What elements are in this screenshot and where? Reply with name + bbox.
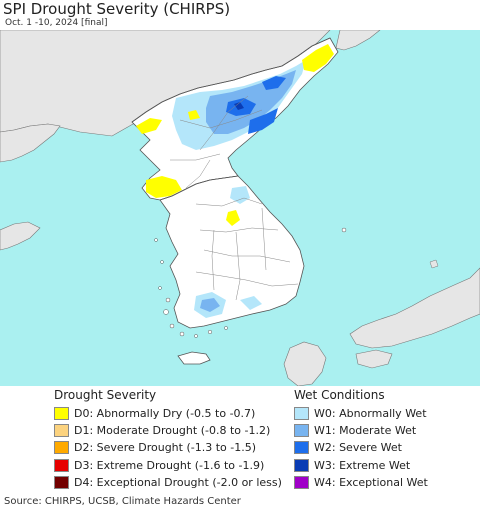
legend-label-d1: D1: Moderate Drought (-0.8 to -1.2) — [74, 424, 271, 438]
legend-label-w1: W1: Moderate Wet — [314, 424, 417, 438]
drought-map — [0, 30, 480, 386]
legend-item-w0: W0: Abnormally Wet — [294, 405, 428, 422]
legend-label-w0: W0: Abnormally Wet — [314, 407, 427, 421]
legend-item-w3: W3: Extreme Wet — [294, 457, 428, 474]
province-boundaries — [170, 95, 299, 301]
swatch-d4 — [54, 475, 69, 489]
legend-item-d4: D4: Exceptional Drought (-2.0 or less) — [54, 474, 282, 491]
legend-label-w3: W3: Extreme Wet — [314, 458, 411, 472]
swatch-d1 — [54, 424, 69, 438]
legend-item-w2: W2: Severe Wet — [294, 439, 428, 456]
japan-shikoku — [355, 349, 393, 369]
swatch-w3 — [294, 458, 309, 472]
date-range: Oct. 1 -10, 2024 [final] — [5, 18, 108, 28]
swatch-d0 — [54, 407, 69, 421]
japan-kyushu — [283, 341, 327, 386]
swatch-w1 — [294, 424, 309, 438]
drought-legend-title: Drought Severity — [54, 388, 157, 402]
liaodong-land — [0, 123, 61, 163]
legend-label-d2: D2: Severe Drought (-1.3 to -1.5) — [74, 441, 257, 455]
legend-label-d0: D0: Abnormally Dry (-0.5 to -0.7) — [74, 407, 256, 421]
legend-item-w4: W4: Exceptional Wet — [294, 474, 428, 491]
swatch-w4 — [294, 475, 309, 489]
wet-legend: Wet Conditions W0: Abnormally Wet W1: Mo… — [294, 388, 428, 491]
page-title: SPI Drought Severity (CHIRPS) — [3, 0, 231, 18]
source-credit: Source: CHIRPS, UCSB, Climate Hazards Ce… — [4, 496, 241, 507]
legend-label-w2: W2: Severe Wet — [314, 441, 402, 455]
legend-item-d1: D1: Moderate Drought (-0.8 to -1.2) — [54, 422, 282, 439]
legend-label-d3: D3: Extreme Drought (-1.6 to -1.9) — [74, 458, 265, 472]
legend-item-d3: D3: Extreme Drought (-1.6 to -1.9) — [54, 457, 282, 474]
japan-honshu — [349, 267, 480, 349]
wet-anomalies-south — [194, 186, 262, 318]
legend-label-d4: D4: Exceptional Drought (-2.0 or less) — [74, 475, 282, 489]
ulleung-island — [341, 227, 347, 233]
shandong-land — [0, 221, 41, 251]
legend-label-w4: W4: Exceptional Wet — [314, 475, 428, 489]
oki-island — [429, 259, 439, 269]
southwest-islands — [154, 238, 228, 338]
china-nk-border — [131, 37, 331, 123]
dry-anomalies — [136, 44, 334, 226]
drought-legend: Drought Severity D0: Abnormally Dry (-0.… — [54, 388, 282, 491]
swatch-w0 — [294, 407, 309, 421]
wet-legend-title: Wet Conditions — [294, 388, 385, 402]
jeju-island — [177, 351, 211, 365]
legend-item-d0: D0: Abnormally Dry (-0.5 to -0.7) — [54, 405, 282, 422]
legend-item-d2: D2: Severe Drought (-1.3 to -1.5) — [54, 439, 282, 456]
dmz-border — [159, 175, 239, 201]
swatch-d3 — [54, 458, 69, 472]
swatch-w2 — [294, 441, 309, 455]
wet-anomalies-north — [172, 60, 306, 150]
swatch-d2 — [54, 441, 69, 455]
legend-item-w1: W1: Moderate Wet — [294, 422, 428, 439]
